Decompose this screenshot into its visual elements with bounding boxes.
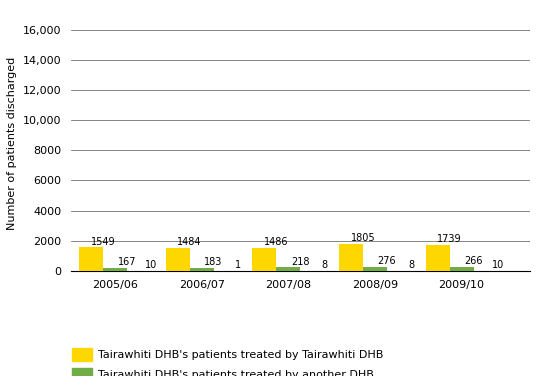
Y-axis label: Number of patients discharged: Number of patients discharged bbox=[7, 56, 17, 229]
Bar bbox=[165, 249, 189, 271]
Text: 10: 10 bbox=[145, 260, 157, 270]
Bar bbox=[276, 267, 300, 271]
Text: 1805: 1805 bbox=[351, 233, 375, 243]
Text: 1549: 1549 bbox=[91, 237, 115, 247]
Bar bbox=[103, 268, 127, 271]
Text: 10: 10 bbox=[491, 260, 504, 270]
Text: 1739: 1739 bbox=[437, 233, 462, 244]
Text: 1486: 1486 bbox=[264, 238, 288, 247]
Bar bbox=[79, 247, 103, 271]
Bar bbox=[252, 249, 276, 271]
Text: 218: 218 bbox=[291, 256, 310, 267]
Text: 266: 266 bbox=[465, 256, 483, 266]
Text: 167: 167 bbox=[118, 257, 136, 267]
Bar bbox=[189, 268, 213, 271]
Text: 8: 8 bbox=[408, 260, 414, 270]
Bar bbox=[339, 244, 363, 271]
Text: 1: 1 bbox=[235, 260, 241, 270]
Bar bbox=[426, 244, 449, 271]
Legend: Tairawhiti DHB's patients treated by Tairawhiti DHB, Tairawhiti DHB's patients t: Tairawhiti DHB's patients treated by Tai… bbox=[72, 348, 383, 376]
Text: 1484: 1484 bbox=[177, 238, 202, 247]
Text: 8: 8 bbox=[321, 260, 328, 270]
Text: 183: 183 bbox=[204, 257, 223, 267]
Text: 276: 276 bbox=[378, 256, 396, 266]
Bar bbox=[363, 267, 387, 271]
Bar bbox=[449, 267, 473, 271]
